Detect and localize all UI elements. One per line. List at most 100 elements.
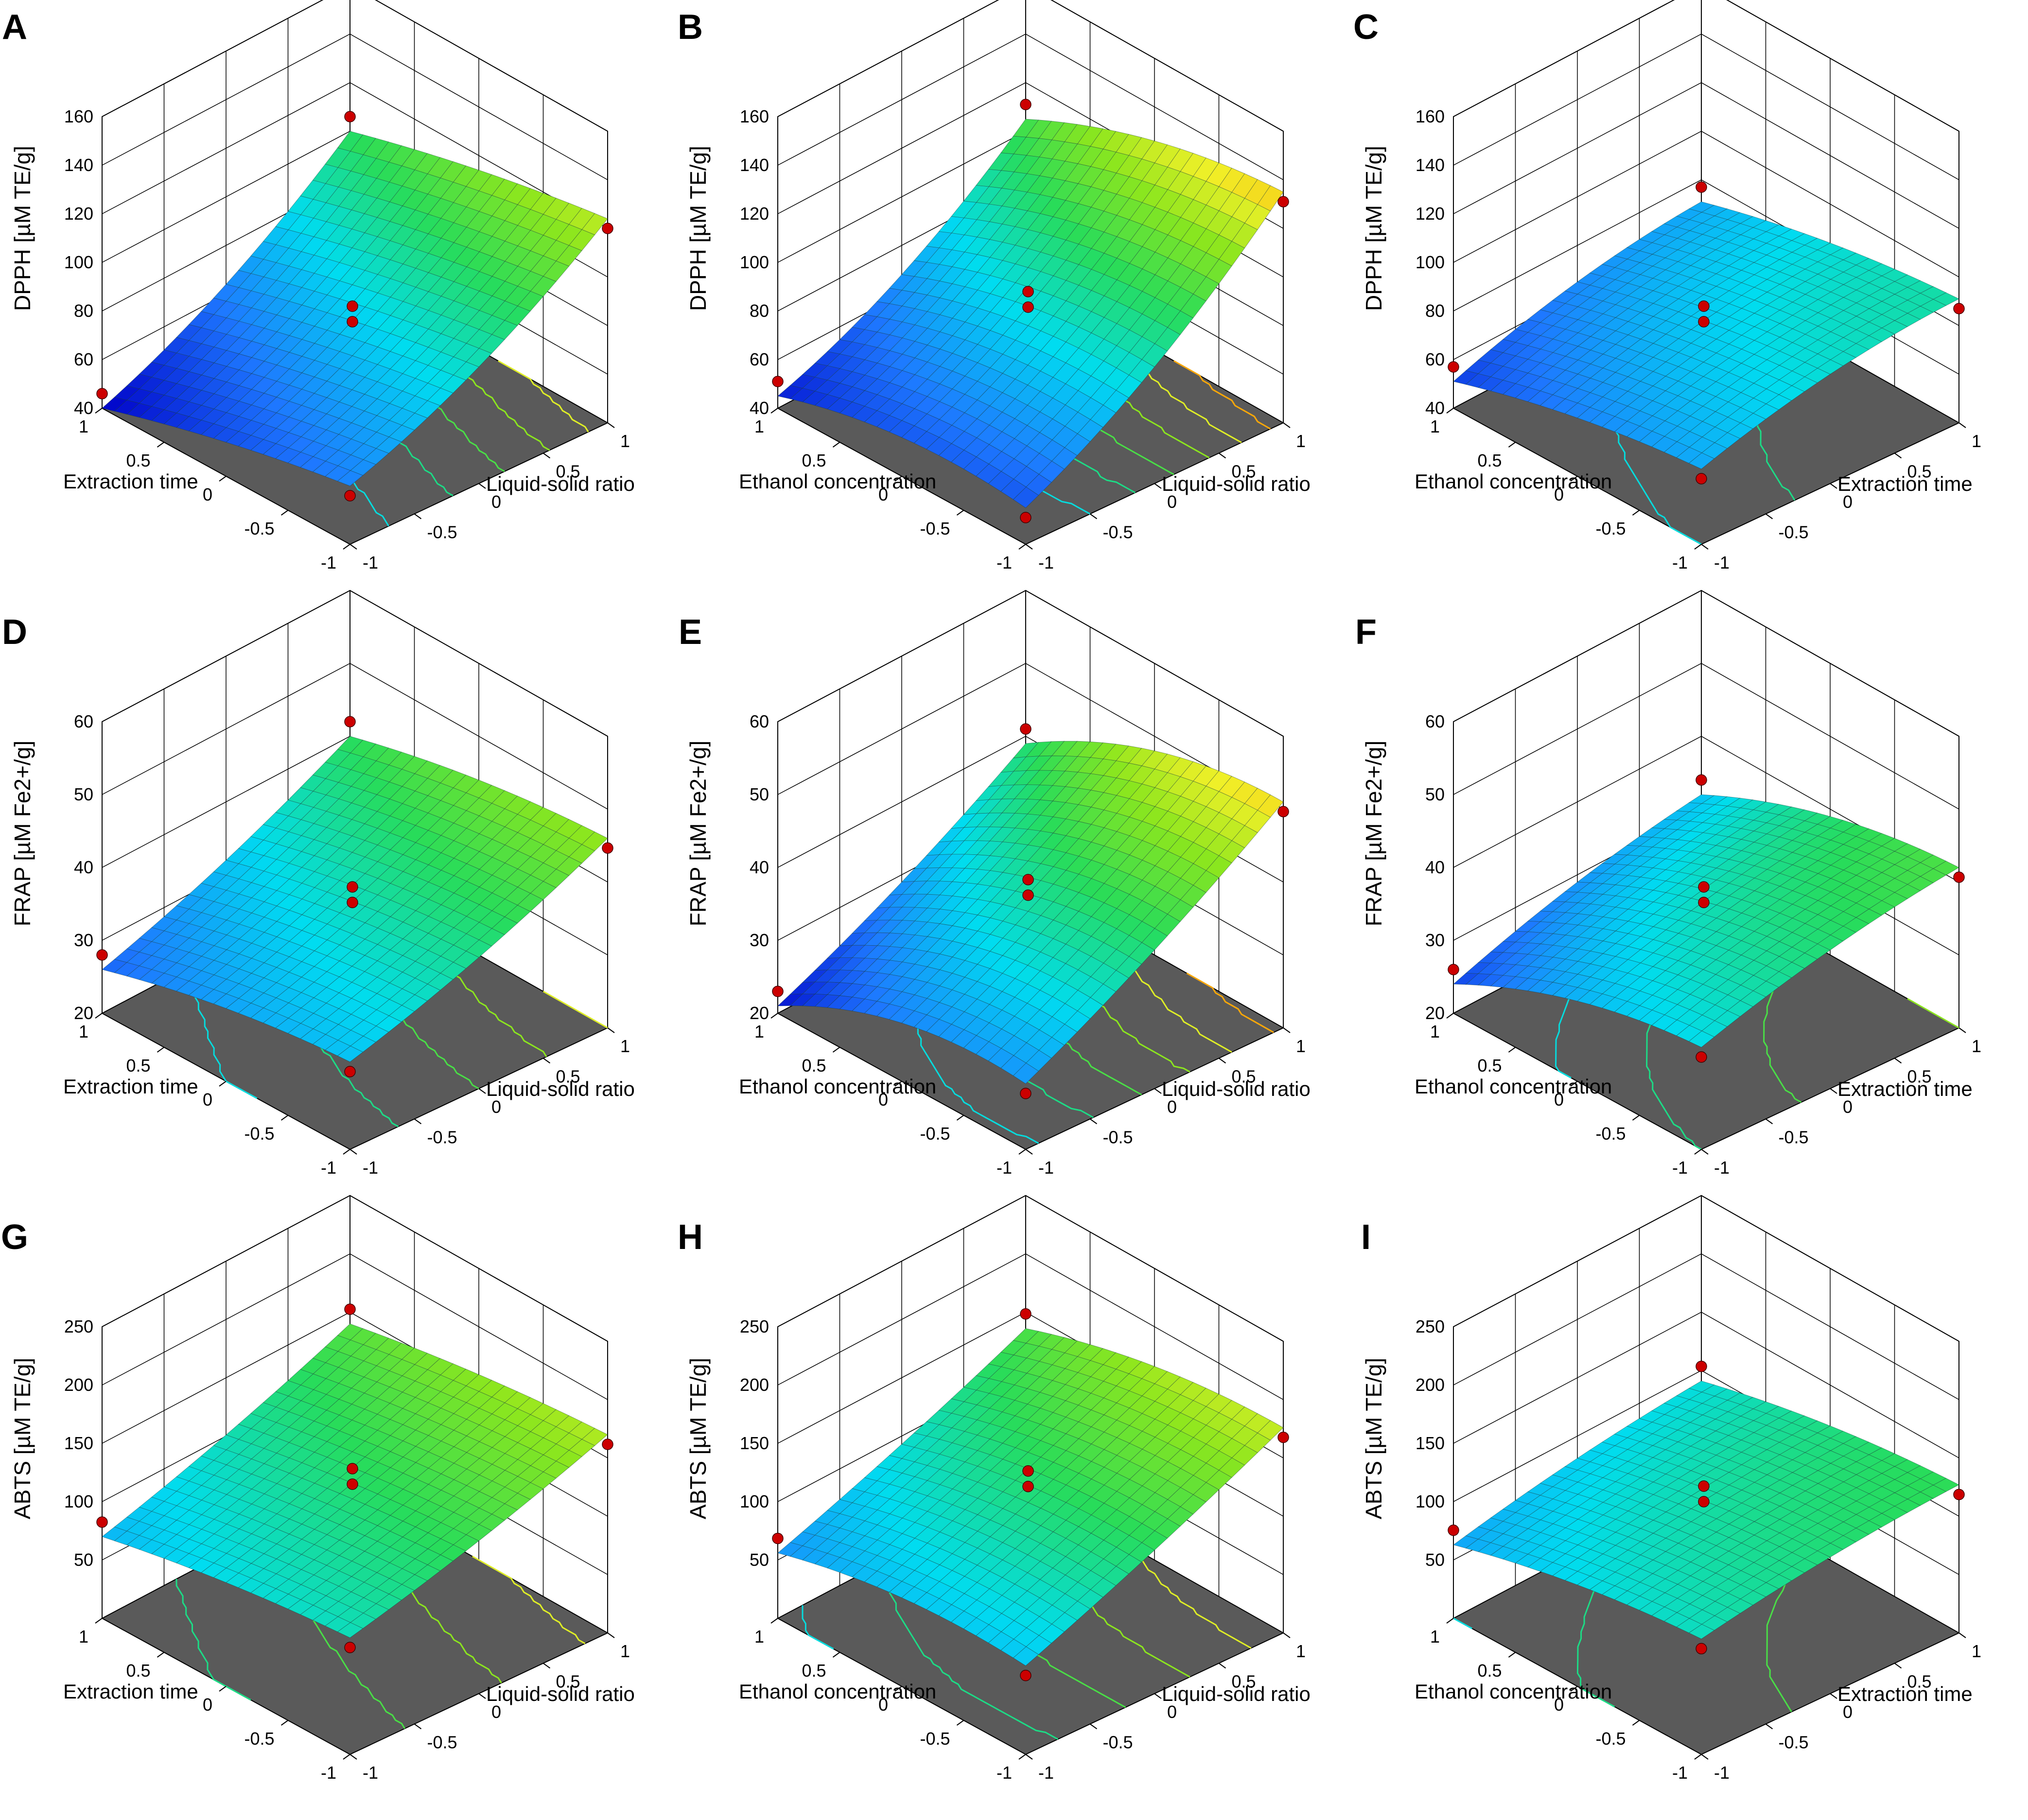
x-tick-label: 0.5 <box>1477 451 1502 470</box>
x-tick-label: 0.5 <box>802 1661 826 1681</box>
y-tick-label: 0.5 <box>556 462 580 482</box>
x-tick <box>894 476 902 482</box>
z-tick-label: 200 <box>64 1375 93 1395</box>
design-point <box>344 490 356 502</box>
z-tick-label: 250 <box>64 1317 93 1336</box>
z-tick-label: 80 <box>74 301 93 321</box>
x-tick-label: 0.5 <box>126 1056 150 1075</box>
z-tick-label: 50 <box>750 784 769 804</box>
y-axis-label: Extraction time <box>1837 1682 1973 1705</box>
z-axis-label: ABTS [µM TE/g] <box>10 1358 35 1519</box>
design-point <box>347 1463 358 1474</box>
panel-letter: D <box>2 613 27 652</box>
x-tick-label: -0.5 <box>244 1729 274 1749</box>
x-tick <box>280 1115 289 1121</box>
z-tick-label: 30 <box>74 930 93 950</box>
y-tick-label: -1 <box>1038 1158 1054 1178</box>
y-tick-label: 1 <box>1296 431 1306 451</box>
x-tick <box>956 1720 964 1726</box>
z-tick-label: 200 <box>740 1375 769 1395</box>
design-point <box>1020 512 1031 523</box>
design-point <box>1020 723 1031 735</box>
y-tick-label: 1 <box>1296 1641 1306 1661</box>
z-tick-label: 30 <box>750 930 769 950</box>
y-tick-label: 1 <box>620 1641 630 1661</box>
design-point <box>347 881 358 893</box>
x-axis-label: Extraction time <box>63 1075 198 1098</box>
x-tick-label: 1 <box>1430 1022 1440 1041</box>
x-tick-label: -1 <box>321 1763 336 1783</box>
y-tick <box>1958 422 1966 428</box>
y-tick <box>1154 1693 1162 1699</box>
design-point <box>344 1066 356 1077</box>
y-tick <box>1089 1118 1098 1125</box>
wall-gridline <box>102 590 608 737</box>
y-tick <box>478 1088 486 1094</box>
y-tick-label: -0.5 <box>1779 1127 1809 1147</box>
panel-letter: C <box>1353 8 1379 47</box>
y-tick-label: -1 <box>1038 553 1054 572</box>
design-point <box>1022 301 1034 313</box>
x-tick <box>219 1081 227 1087</box>
design-point <box>96 1516 108 1528</box>
x-tick-label: -1 <box>997 1763 1012 1783</box>
y-tick-label: 1 <box>620 431 630 451</box>
z-tick-label: 40 <box>750 857 769 877</box>
x-tick-label: 1 <box>1430 416 1440 436</box>
design-point <box>347 897 358 908</box>
z-tick-label: 80 <box>750 301 769 321</box>
x-tick-label: -1 <box>1672 1158 1688 1178</box>
x-tick <box>343 1754 350 1760</box>
wall-gridline <box>1453 1253 1959 1400</box>
x-tick-label: -0.5 <box>244 1124 274 1144</box>
y-tick <box>414 1118 422 1125</box>
z-tick-label: 40 <box>1425 857 1445 877</box>
x-axis-label: Ethanol concentration <box>1415 470 1612 493</box>
surface-cell <box>1013 486 1039 508</box>
y-tick-label: -1 <box>1714 1763 1730 1783</box>
z-tick-label: 120 <box>740 204 769 224</box>
z-tick-label: 50 <box>1425 1550 1445 1570</box>
x-tick-label: -1 <box>1672 553 1688 572</box>
x-tick <box>1694 544 1702 550</box>
x-tick <box>95 1013 103 1019</box>
wall-gridline <box>1453 34 1959 180</box>
y-tick <box>1025 1754 1033 1760</box>
z-tick-label: 100 <box>64 252 93 272</box>
panel-letter: H <box>678 1218 703 1257</box>
design-point <box>1698 300 1710 312</box>
x-tick <box>1446 1618 1454 1624</box>
y-tick-label: 1 <box>1972 1036 1981 1056</box>
y-tick <box>1283 422 1291 428</box>
z-tick-label: 250 <box>740 1317 769 1336</box>
y-tick <box>414 1723 422 1730</box>
x-tick <box>343 544 350 550</box>
z-tick-label: 60 <box>750 349 769 369</box>
x-tick-label: 0 <box>203 1090 212 1109</box>
y-tick-label: -0.5 <box>427 1733 457 1752</box>
y-tick <box>350 1754 357 1760</box>
x-tick <box>1018 1754 1026 1760</box>
y-tick <box>1765 513 1773 520</box>
y-axis-label: Liquid-solid ratio <box>486 472 635 495</box>
wall-gridline <box>1453 1195 1959 1342</box>
x-tick-label: -0.5 <box>1595 1124 1626 1144</box>
wall-gridline <box>1453 0 1959 132</box>
x-tick-label: 0 <box>203 485 212 504</box>
y-tick <box>478 483 486 489</box>
x-tick <box>1018 1149 1026 1155</box>
y-tick <box>1958 1027 1966 1033</box>
y-tick-label: -0.5 <box>1103 1127 1133 1147</box>
x-tick <box>1632 1720 1640 1726</box>
z-tick-label: 140 <box>740 155 769 175</box>
y-tick-label: -1 <box>363 553 378 572</box>
y-tick-label: -1 <box>363 1158 378 1178</box>
x-axis-label: Extraction time <box>63 1680 198 1703</box>
y-tick <box>1218 1057 1226 1064</box>
x-tick-label: 0 <box>203 1695 212 1715</box>
x-tick <box>956 1115 964 1121</box>
x-tick-label: 1 <box>79 1022 88 1041</box>
